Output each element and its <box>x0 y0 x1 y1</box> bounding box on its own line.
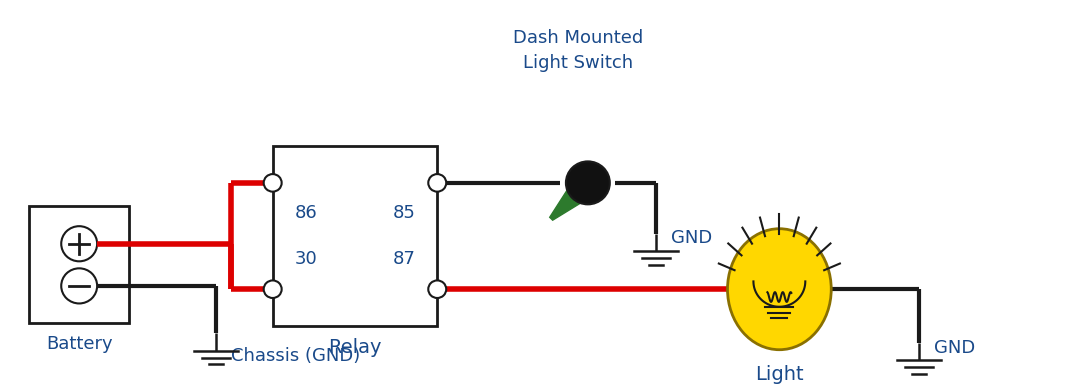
Text: Chassis (GND): Chassis (GND) <box>231 347 360 365</box>
Circle shape <box>61 226 97 261</box>
Circle shape <box>428 174 446 192</box>
Polygon shape <box>550 173 598 220</box>
Bar <box>29 206 129 323</box>
Circle shape <box>61 268 97 303</box>
Text: 86: 86 <box>294 204 318 223</box>
Text: Light: Light <box>755 365 804 384</box>
Text: 87: 87 <box>393 250 415 268</box>
Bar <box>273 146 438 326</box>
Text: Dash Mounted
Light Switch: Dash Mounted Light Switch <box>513 29 643 72</box>
Text: 30: 30 <box>294 250 318 268</box>
Circle shape <box>263 280 281 298</box>
Ellipse shape <box>728 229 831 350</box>
Text: GND: GND <box>671 230 712 247</box>
Circle shape <box>263 174 281 192</box>
Circle shape <box>566 161 610 204</box>
Circle shape <box>428 280 446 298</box>
Text: 85: 85 <box>393 204 415 223</box>
Text: Relay: Relay <box>328 338 382 357</box>
Text: GND: GND <box>934 339 975 357</box>
Text: Battery: Battery <box>46 335 112 353</box>
